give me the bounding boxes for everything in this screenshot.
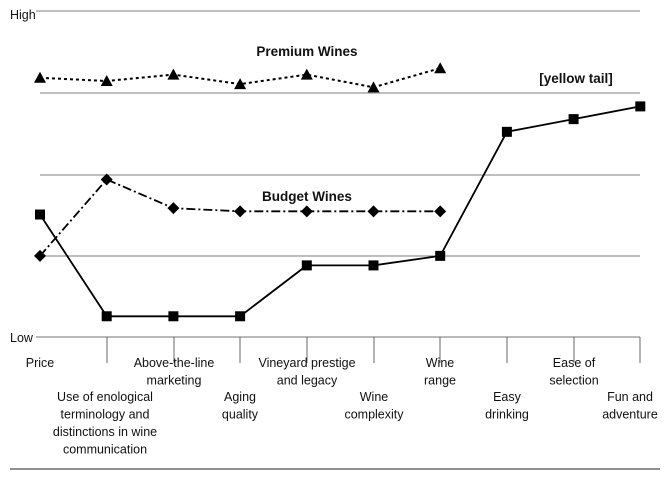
data-point-premium-wines-above-the-line-marketing xyxy=(167,68,180,80)
series-line-yellow-tail xyxy=(39,105,641,318)
x-tick-label-above-the-line-marketing: Above-the-line marketing xyxy=(134,356,215,388)
series-label-yellow-tail: [yellow tail] xyxy=(539,71,613,86)
x-tick-label-wine-range: Wine range xyxy=(424,356,456,388)
data-point-yellow-tail-aging-quality xyxy=(235,311,246,322)
data-point-budget-wines-price xyxy=(34,249,46,262)
data-point-budget-wines-wine-complexity xyxy=(367,205,380,218)
data-point-yellow-tail-enological-terminology xyxy=(101,311,112,322)
data-point-yellow-tail-ease-of-selection xyxy=(568,114,579,125)
data-point-yellow-tail-above-the-line-marketing xyxy=(168,311,179,322)
data-point-premium-wines-price xyxy=(34,71,46,83)
x-tick-label-wine-complexity: Wine complexity xyxy=(344,390,404,422)
data-point-budget-wines-above-the-line-marketing xyxy=(167,202,180,215)
data-point-yellow-tail-price xyxy=(35,209,45,220)
data-point-yellow-tail-vineyard-prestige xyxy=(301,260,312,271)
x-tick-label-vineyard-prestige: Vineyard prestige and legacy xyxy=(258,356,355,388)
data-point-premium-wines-enological-terminology xyxy=(100,74,113,86)
data-point-premium-wines-aging-quality xyxy=(234,78,247,90)
series-line-budget-wines xyxy=(39,178,441,257)
chart-labels: High Low Price Use of enological terminology… xyxy=(10,8,658,457)
gridlines xyxy=(36,10,640,257)
series-markers xyxy=(34,62,646,322)
data-point-yellow-tail-wine-complexity xyxy=(368,260,379,271)
axes xyxy=(10,336,660,470)
x-tick-label-easy-drinking: Easy drinking xyxy=(485,390,529,422)
data-point-budget-wines-aging-quality xyxy=(234,205,247,218)
data-point-yellow-tail-fun-and-adventure xyxy=(635,101,646,112)
data-point-budget-wines-wine-range xyxy=(434,205,447,218)
x-tick-label-fun-and-adventure: Fun and adventure xyxy=(602,390,658,422)
x-tick-label-enological-terminology: Use of enological terminology and distinct… xyxy=(53,390,157,457)
x-tick-label-price: Price xyxy=(26,356,55,370)
data-point-budget-wines-enological-terminology xyxy=(100,173,113,186)
x-tick-label-aging-quality: Aging quality xyxy=(222,390,259,422)
data-point-premium-wines-wine-range xyxy=(434,62,447,74)
series-label-premium-wines: Premium Wines xyxy=(256,44,357,59)
data-point-premium-wines-vineyard-prestige xyxy=(300,68,313,80)
data-point-premium-wines-wine-complexity xyxy=(367,81,380,93)
y-axis-low-label: Low xyxy=(10,331,34,345)
data-point-yellow-tail-easy-drinking xyxy=(501,126,512,137)
x-tick-label-ease-of-selection: Ease of selection xyxy=(549,356,598,388)
data-point-budget-wines-vineyard-prestige xyxy=(300,205,313,218)
series-label-budget-wines: Budget Wines xyxy=(262,189,352,204)
y-axis-high-label: High xyxy=(10,8,36,22)
data-point-yellow-tail-wine-range xyxy=(435,250,446,261)
